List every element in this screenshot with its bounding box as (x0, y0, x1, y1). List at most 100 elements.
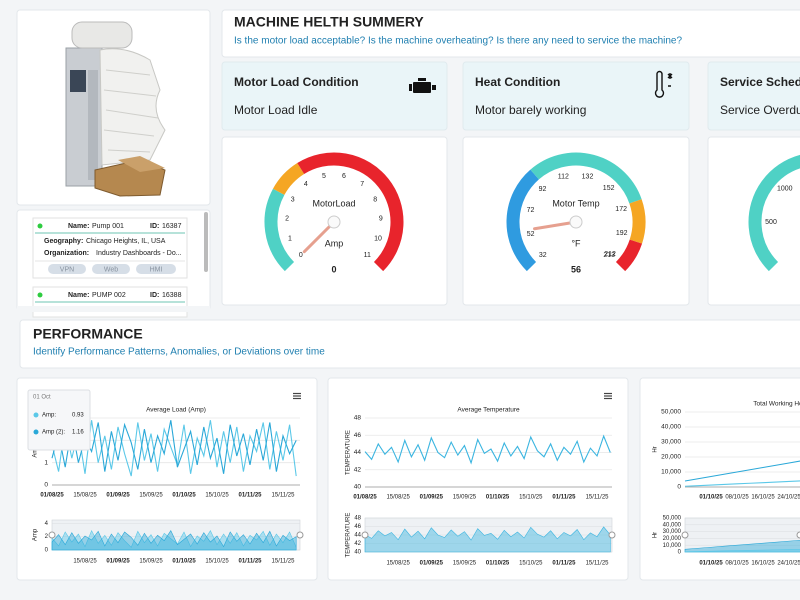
tooltip (27, 389, 91, 451)
vpn-button[interactable] (48, 264, 86, 274)
series-line (51, 420, 297, 477)
vpn-button-label: VPN (60, 266, 74, 273)
y-axis-label: Amp (33, 445, 39, 458)
gauge-band (273, 163, 305, 196)
scrollbar[interactable] (204, 212, 208, 272)
gauge-tick-label: 4 (304, 181, 308, 188)
x-tick-label: 15/10/25 (205, 493, 229, 499)
organization-label: Organization: (44, 250, 89, 257)
nav-x-tick-label: 01/11/25 (552, 561, 576, 567)
id-label: ID: (150, 292, 159, 299)
y-tick-label: 44 (354, 449, 362, 456)
web-button-label: Web (104, 266, 118, 273)
gauge-value: 56 (571, 264, 581, 274)
nav-handle[interactable] (681, 531, 689, 539)
gauge-needle (302, 220, 336, 254)
gauge-tick-label: 212 (604, 251, 616, 258)
status-dot (37, 223, 43, 229)
x-tick-label: 15/09/25 (139, 493, 163, 499)
gauge-tick-label: 52 (527, 231, 535, 238)
nav-area (684, 539, 800, 553)
gauge-tick-label: 32 (539, 252, 547, 259)
x-tick-label: 01/11/25 (552, 495, 576, 501)
gauge-tick-label: 3 (291, 196, 295, 203)
gauge-title: MotorLoad (312, 198, 355, 208)
navigator (51, 519, 301, 551)
engine-icon (409, 78, 436, 93)
chart-title: Total Working Hours (753, 401, 800, 408)
gauge-tick-label: 92 (539, 186, 547, 193)
nav-handle[interactable] (296, 531, 304, 539)
hmi-button-label: HMI (150, 266, 163, 273)
series-line (364, 434, 611, 465)
nav-y-tick-label: 48 (354, 516, 361, 522)
chart-title: Average Load (Amp) (146, 407, 206, 414)
gauge-tick-label: 1 (288, 235, 292, 242)
nav-x-tick-label: 15/11/25 (586, 561, 610, 567)
nav-y-tick-label: 20,000 (663, 536, 682, 542)
nav-handle[interactable] (48, 531, 56, 539)
gauge-tick-label: 0 (299, 252, 303, 259)
gauge-tick-label: 1000 (777, 186, 793, 193)
series-line (684, 480, 800, 487)
nav-y-tick-label: 50,000 (663, 516, 682, 522)
x-tick-label: 01/09/25 (106, 493, 130, 499)
gauge-title: Motor Temp (552, 198, 599, 208)
hmi-button[interactable] (136, 264, 176, 274)
gauge-tick-label: 10 (374, 235, 382, 242)
x-tick-label: 01/08/25 (353, 495, 377, 501)
gauge-tick-label: 7 (360, 181, 364, 188)
gauge-tick-label: 132 (582, 173, 594, 180)
nav-x-tick-label: 24/10/25 (777, 561, 800, 567)
gauge-band (264, 188, 295, 272)
gauge-knob (327, 215, 341, 229)
nav-area (684, 548, 800, 553)
x-tick-label: 08/10/25 (725, 495, 749, 501)
x-tick-label: 15/08/25 (386, 495, 410, 501)
condition-title: Heat Condition (475, 75, 560, 89)
condition-title: Service Schedule (720, 75, 800, 89)
nav-y-tick-label: 2 (45, 534, 49, 540)
gauge-tick-label: 72 (527, 207, 535, 214)
series-line (684, 460, 800, 482)
machine-item[interactable]: Name: PUMP 002 ID: 16388 (32, 286, 188, 318)
nav-y-tick-label: 0 (45, 548, 49, 554)
nav-y-tick-label: 44 (354, 533, 361, 539)
gauge-band (506, 169, 540, 272)
condition-status: Motor Load Idle (234, 103, 318, 117)
thermometer-icon (654, 70, 673, 98)
nav-handle[interactable] (796, 531, 800, 539)
gauge-unit: °F (571, 238, 581, 248)
y-tick-label: 10,000 (661, 469, 681, 476)
x-tick-label: 24/10/25 (777, 495, 800, 501)
nav-x-tick-label: 16/10/25 (751, 561, 775, 567)
series-line (51, 420, 297, 474)
machine-image (65, 21, 166, 197)
x-tick-label: 01/08/25 (40, 493, 64, 499)
x-tick-label: 16/10/25 (751, 495, 775, 501)
condition-card (462, 61, 690, 131)
nav-x-tick-label: 01/10/25 (699, 561, 723, 567)
gauge-tick-label: 5 (322, 173, 326, 180)
gauge-tick-label: 6 (342, 173, 346, 180)
tooltip-title: 01 Oct (33, 395, 51, 401)
x-tick-label: 01/11/25 (238, 493, 262, 499)
nav-y-tick-label: 4 (45, 521, 49, 527)
machine-item[interactable]: Name: Pump 001 ID: 16387 Geography: Chic… (32, 217, 188, 279)
nav-x-tick-label: 15/09/25 (453, 561, 477, 567)
performance-subtitle: Identify Performance Patterns, Anomalies… (33, 347, 325, 358)
y-tick-label: 1 (44, 459, 48, 466)
y-tick-label: 48 (354, 415, 362, 422)
x-tick-label: 01/09/25 (420, 495, 444, 501)
y-tick-label: 20,000 (661, 454, 681, 461)
nav-handle[interactable] (361, 531, 369, 539)
nav-y-tick-label: 0 (678, 550, 682, 556)
gauge-needle (533, 220, 578, 231)
gauge-tick-label: 8 (373, 196, 377, 203)
web-button[interactable] (92, 264, 130, 274)
nav-x-tick-label: 15/10/25 (519, 561, 543, 567)
nav-x-tick-label: 08/10/25 (725, 561, 749, 567)
nav-handle[interactable] (608, 531, 616, 539)
gauge-knob (569, 215, 583, 229)
